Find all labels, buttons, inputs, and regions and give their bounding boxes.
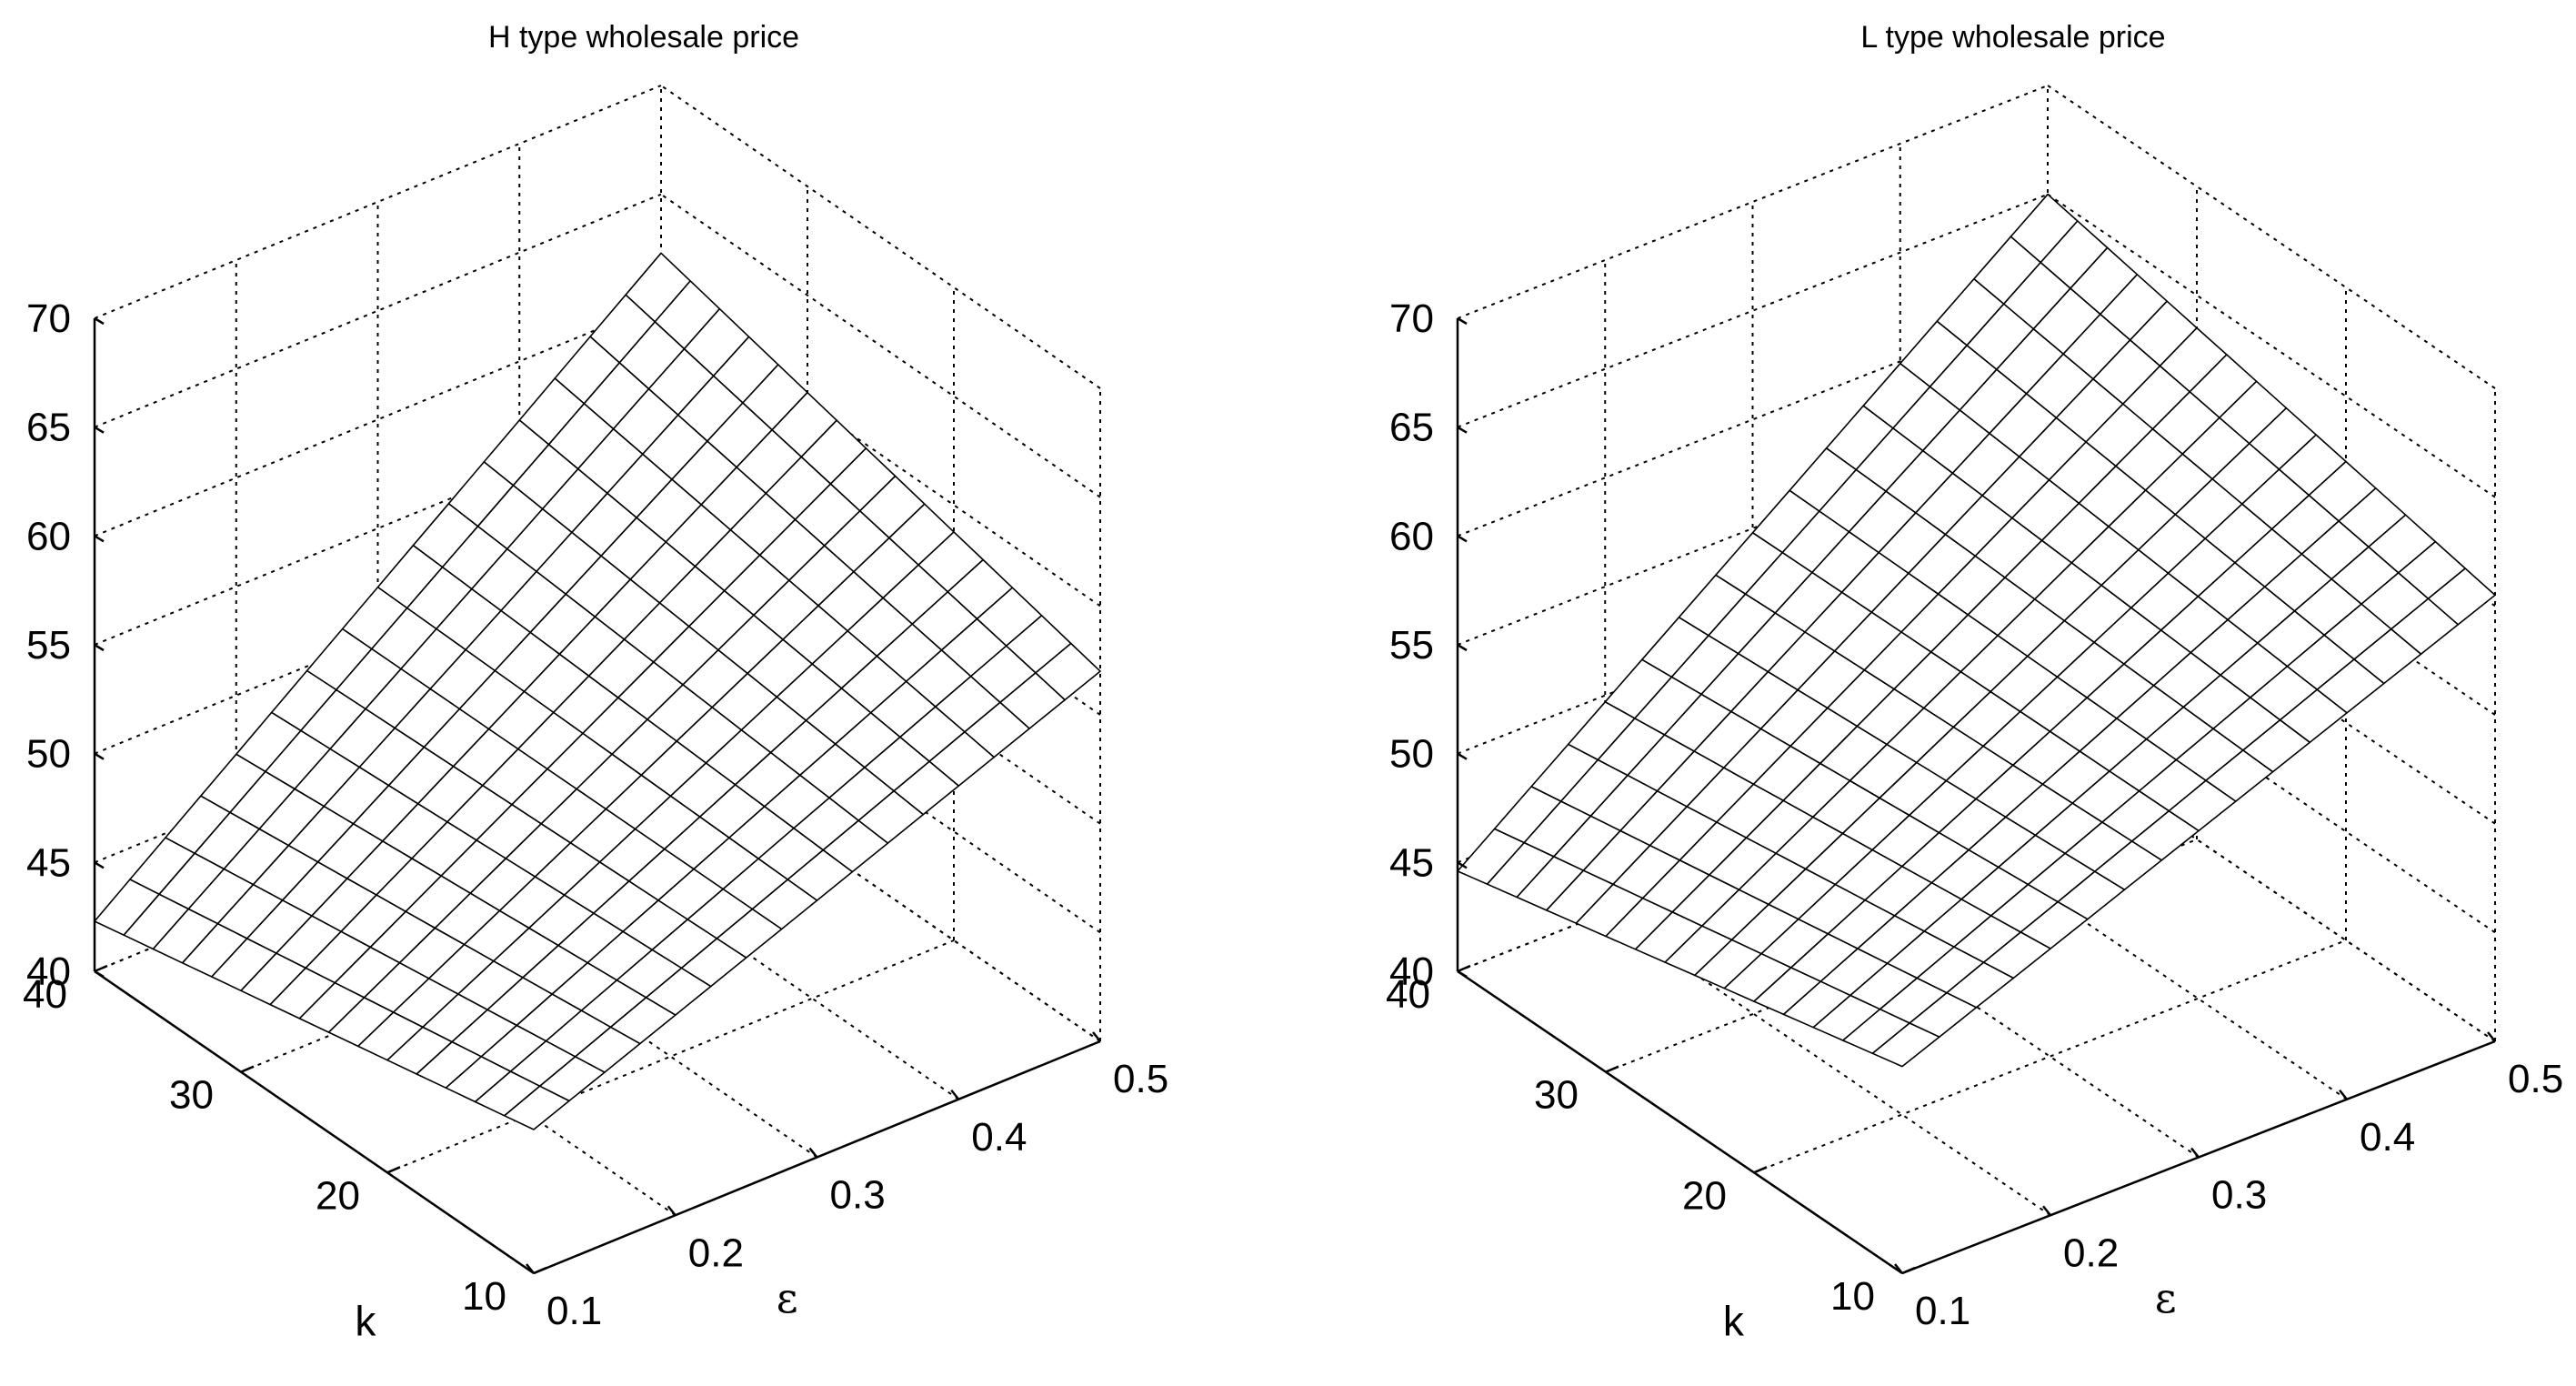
k-tick-mark (94, 964, 108, 973)
k-tick-label: 30 (169, 1073, 214, 1118)
tick-labels: 40 45 50 55 60 65 70 10 20 30 40 0.1 0.2 0.3 0.4 0.5 (1386, 296, 2563, 1333)
eps-tick-label: 0.5 (2508, 1057, 2563, 1101)
z-tick-mark (94, 861, 105, 869)
z-tick-label: 70 (26, 296, 71, 341)
surface-mesh (94, 252, 1101, 1130)
k-tick-mark (533, 1266, 547, 1275)
z-tick-mark (1457, 969, 1468, 979)
y-axis-label: k (1723, 1297, 1745, 1344)
z-tick-mark (94, 535, 105, 543)
z-tick-mark (1457, 535, 1468, 543)
k-tick-label: 20 (1682, 1173, 1727, 1218)
wall-gridline-z (94, 85, 662, 319)
x-axis-label: ε (2155, 1273, 2177, 1322)
chart-h-type: H type wholesale price 40 45 50 55 60 65 70 10 2… (23, 20, 1168, 1344)
eps-tick-label: 0.3 (830, 1173, 886, 1218)
k-tick-label: 30 (1534, 1073, 1579, 1118)
z-tick-label: 65 (1389, 406, 1434, 450)
eps-tick-mark (2487, 1031, 2496, 1042)
z-tick-mark (1457, 752, 1468, 760)
z-tick-mark (94, 752, 105, 760)
z-tick-label: 50 (1389, 732, 1434, 777)
k-tick-mark (1605, 1065, 1619, 1073)
wall-gridline-z (1457, 193, 2049, 428)
k-tick-label: 20 (316, 1173, 360, 1218)
k-tick-mark (240, 1065, 255, 1073)
eps-tick-mark (1092, 1031, 1101, 1042)
eps-tick-label: 0.1 (1915, 1289, 1970, 1333)
chart-l-type: L type wholesale price 40 45 50 55 60 65 70 10 2… (1386, 20, 2563, 1344)
eps-tick-label: 0.1 (546, 1289, 602, 1333)
k-axis-line (1457, 969, 1903, 1275)
floor-gridline-k (386, 939, 955, 1174)
chart-title: H type wholesale price (488, 20, 799, 55)
tick-labels: 40 45 50 55 60 65 70 10 20 30 40 0.1 0.2 0.3 0.4 0.5 (23, 296, 1168, 1333)
k-tick-mark (1457, 964, 1471, 973)
eps-tick-label: 0.4 (971, 1115, 1027, 1160)
k-tick-label: 40 (23, 972, 67, 1017)
k-tick-mark (386, 1166, 401, 1174)
surface-cell (1871, 1022, 1940, 1068)
z-tick-label: 50 (26, 732, 71, 777)
z-tick-label: 55 (1389, 623, 1434, 668)
eps-tick-mark (950, 1089, 960, 1100)
z-tick-mark (1457, 426, 1468, 434)
z-tick-mark (94, 643, 105, 652)
z-tick-mark (94, 316, 105, 326)
y-axis-label: k (355, 1297, 376, 1344)
z-tick-label: 65 (26, 406, 71, 450)
eps-tick-mark (667, 1205, 677, 1217)
wall-gridline-z (660, 302, 1101, 608)
chart-title: L type wholesale price (1860, 20, 2165, 55)
eps-tick-mark (808, 1147, 818, 1159)
k-axis-line (94, 969, 535, 1275)
eps-tick-label: 0.5 (1113, 1057, 1168, 1101)
k-tick-label: 10 (1830, 1274, 1875, 1319)
wall-gridline-z (660, 738, 1101, 1042)
eps-tick-mark (1894, 1263, 1903, 1274)
eps-tick-label: 0.4 (2360, 1115, 2415, 1160)
wall-gridline-z (94, 302, 662, 537)
z-tick-label: 60 (26, 514, 71, 558)
z-tick-label: 70 (1389, 296, 1434, 341)
z-tick-label: 55 (26, 623, 71, 668)
z-tick-mark (1457, 316, 1468, 326)
eps-tick-label: 0.2 (2063, 1230, 2119, 1275)
z-tick-label: 40 (26, 949, 71, 994)
z-tick-mark (94, 969, 105, 979)
surface-cell (503, 1085, 570, 1130)
z-tick-mark (1457, 643, 1468, 652)
x-axis-label: ε (777, 1273, 798, 1322)
wall-gridline-z (660, 193, 1101, 498)
wall-gridline-z (660, 85, 1101, 389)
eps-tick-mark (2339, 1089, 2348, 1100)
z-tick-mark (94, 426, 105, 434)
surface-mesh (1457, 193, 2496, 1068)
k-tick-label: 40 (1386, 972, 1430, 1017)
eps-tick-label: 0.2 (688, 1230, 744, 1275)
eps-tick-mark (2042, 1205, 2051, 1217)
eps-tick-label: 0.3 (2211, 1173, 2267, 1218)
wall-gridline-z (94, 193, 662, 428)
z-tick-mark (1457, 861, 1468, 869)
floor-gridline-k (1753, 939, 2347, 1174)
z-tick-label: 45 (26, 840, 71, 885)
z-tick-label: 40 (1389, 949, 1434, 994)
k-tick-mark (1901, 1266, 1916, 1275)
k-tick-mark (1753, 1166, 1768, 1174)
z-tick-label: 60 (1389, 514, 1434, 558)
eps-tick-mark (2190, 1147, 2200, 1159)
z-tick-label: 45 (1389, 840, 1434, 885)
k-tick-label: 10 (462, 1274, 506, 1319)
wall-gridline-z (1457, 85, 2049, 319)
eps-tick-mark (526, 1263, 535, 1274)
